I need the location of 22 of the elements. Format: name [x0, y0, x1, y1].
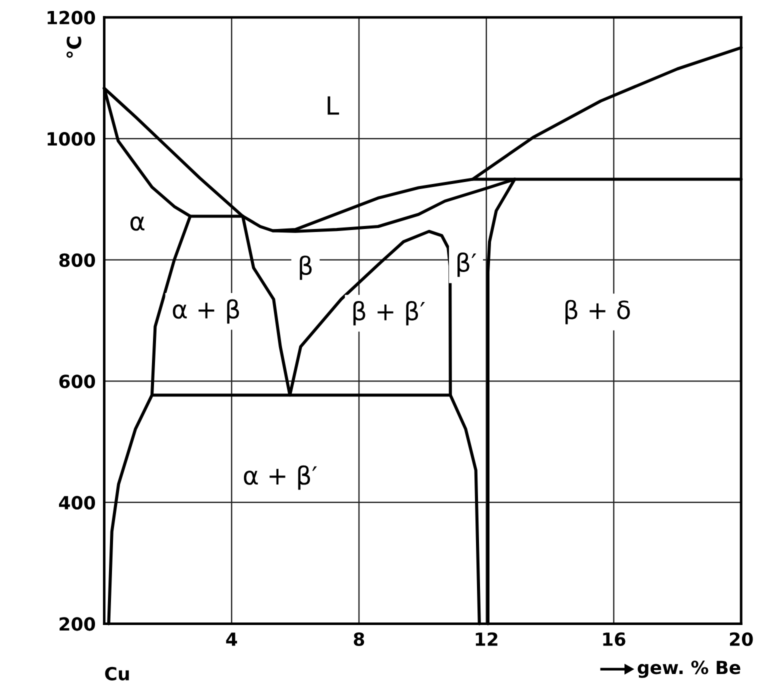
annotation: β	[300, 256, 312, 280]
annotation: α	[130, 216, 144, 231]
text: Cu	[105, 666, 129, 680]
x-tick-label: 20	[730, 632, 753, 646]
annotation: β + β′	[353, 301, 425, 326]
annotation: β′	[458, 252, 476, 277]
y-tick-label: 1000	[48, 132, 96, 146]
y-tick-label: 400	[59, 496, 96, 510]
x-tick-label: 4	[226, 632, 238, 646]
x-tick-label: 12	[476, 632, 498, 646]
y-tick-label: 1200	[48, 10, 96, 24]
y-tick-label: 800	[59, 253, 96, 267]
annotation: β + δ	[565, 300, 630, 324]
x-axis-title: gew. % Be	[638, 660, 740, 678]
x-tick-label: 16	[603, 632, 626, 646]
annotation: L	[328, 96, 340, 115]
x-tick-label: 8	[354, 632, 364, 646]
y-tick-label: 600	[59, 374, 96, 388]
y-tick-label: 200	[60, 617, 96, 631]
annotation: α + β	[172, 299, 239, 324]
annotation: α + β′	[244, 465, 317, 490]
y-axis-title: °C	[66, 36, 82, 58]
